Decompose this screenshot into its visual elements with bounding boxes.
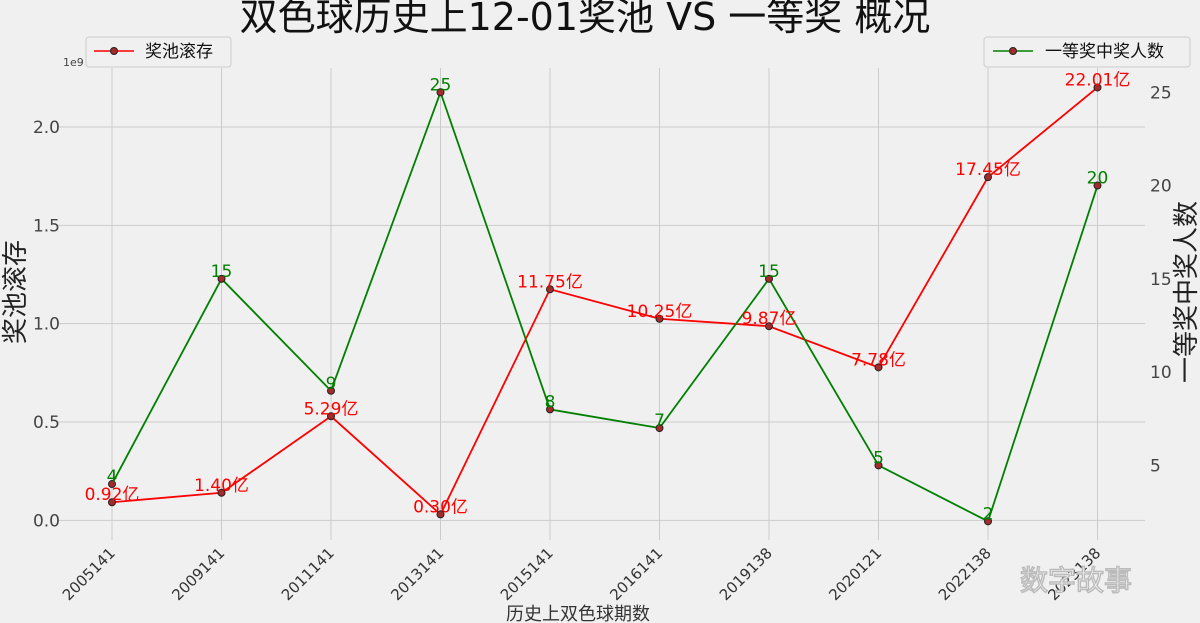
legend-left-label: 奖池滚存 — [145, 42, 213, 62]
data-point — [108, 480, 116, 489]
data-label: 9 — [326, 374, 337, 394]
data-label: 1.40亿 — [194, 476, 249, 496]
x-tick-label: 2011141 — [278, 544, 338, 604]
legend-right-marker — [1009, 47, 1017, 55]
legend-left-marker — [110, 47, 118, 55]
data-point — [327, 412, 335, 421]
legend-right-label: 一等奖中奖人数 — [1045, 42, 1164, 62]
data-point — [546, 405, 554, 414]
data-point — [874, 461, 883, 470]
data-label: 5.29亿 — [304, 399, 359, 419]
data-label: 0.30亿 — [413, 497, 468, 517]
data-label: 2 — [983, 504, 994, 524]
x-tick-label: 2013141 — [387, 544, 447, 604]
data-label: 15 — [211, 262, 233, 282]
data-label: 22.01亿 — [1065, 70, 1131, 90]
data-point — [436, 88, 445, 97]
right-y-tick-label: 5 — [1150, 456, 1161, 476]
legend-right-box — [983, 36, 1191, 68]
data-label-layer: 0.92亿 1.40亿 5.29亿 0.30亿 11.75亿 10.25亿 9.87亿 7.7… — [85, 70, 1131, 524]
data-label: 15 — [758, 262, 780, 282]
data-point — [436, 510, 445, 519]
x-tick-label: 2019138 — [716, 544, 776, 604]
right-y-tick-label: 15 — [1150, 270, 1172, 290]
data-label: 9.87亿 — [742, 309, 797, 329]
series-line-1 — [111, 89, 1099, 523]
left-y-tick-label: 1.5 — [33, 216, 60, 236]
left-y-tick-label: 0.5 — [33, 413, 60, 433]
data-point — [546, 285, 554, 294]
x-tick-label: 2016141 — [606, 544, 666, 604]
data-label: 5 — [873, 448, 884, 468]
left-y-tick-label: 1.0 — [33, 315, 60, 335]
x-tick-label: 2009141 — [168, 544, 228, 604]
legend-left: 奖池滚存 — [85, 36, 232, 68]
right-y-tick-label: 25 — [1150, 83, 1172, 103]
data-point — [984, 173, 992, 182]
x-tick-label: 2022138 — [935, 544, 995, 604]
data-point — [655, 314, 664, 323]
data-point — [1093, 181, 1102, 190]
data-label: 17.45亿 — [955, 160, 1021, 180]
data-point — [984, 517, 992, 526]
watermark: 数字故事 — [1020, 564, 1132, 597]
data-point — [874, 363, 883, 372]
right-y-axis-label: 一等奖中奖人数 — [1172, 201, 1200, 383]
data-label: 25 — [430, 75, 452, 95]
x-axis-label: 历史上双色球期数 — [506, 604, 650, 623]
grid-layer — [58, 68, 1145, 540]
x-tick-label: 2020121 — [825, 544, 885, 604]
data-point — [765, 274, 773, 283]
data-point — [327, 386, 335, 395]
data-point — [655, 424, 664, 433]
x-tick-label: 2005141 — [59, 544, 119, 604]
data-label: 8 — [545, 392, 556, 412]
chart-title: 双色球历史上12-01奖池 VS 一等奖 概况 — [240, 0, 931, 39]
series-layer — [108, 83, 1102, 526]
left-y-tick-label: 2.0 — [33, 118, 60, 138]
data-label: 11.75亿 — [517, 272, 583, 292]
series-line-0 — [111, 86, 1099, 516]
left-y-tick-label: 0.0 — [33, 511, 60, 531]
legend-right: 一等奖中奖人数 — [983, 36, 1191, 68]
data-point — [1093, 83, 1102, 92]
x-tick-label: 2015141 — [497, 544, 557, 604]
right-y-tick-label: 20 — [1150, 177, 1172, 197]
data-point — [217, 488, 226, 497]
legend-left-box — [85, 36, 232, 68]
right-y-tick-label: 10 — [1150, 363, 1172, 383]
data-label: 20 — [1087, 169, 1109, 189]
data-label: 10.25亿 — [627, 302, 693, 322]
data-point — [217, 274, 226, 283]
data-label: 4 — [107, 467, 118, 487]
data-point — [108, 498, 116, 507]
data-label: 0.92亿 — [85, 485, 140, 505]
data-label: 7 — [654, 411, 665, 431]
left-axis-multiplier: 1e9 — [63, 56, 84, 69]
left-y-axis-label: 奖池滚存 — [1, 240, 31, 344]
data-label: 7.78亿 — [851, 350, 906, 370]
data-point — [765, 322, 773, 331]
